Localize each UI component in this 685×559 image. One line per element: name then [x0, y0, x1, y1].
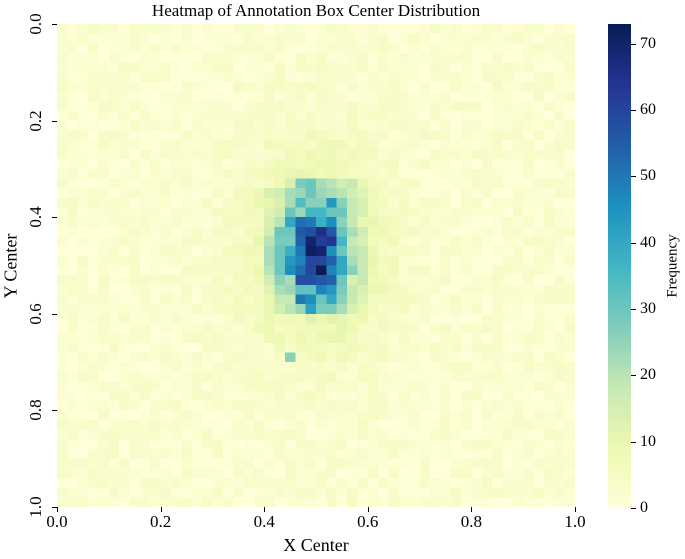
colorbar-tick-label: 0	[640, 499, 648, 516]
y-tick-mark	[52, 217, 57, 219]
colorbar-tick-label: 70	[640, 34, 656, 52]
colorbar-tick-mark	[631, 242, 636, 244]
chart-title: Heatmap of Annotation Box Center Distrib…	[151, 1, 481, 20]
x-tick-label: 0.0	[46, 512, 68, 531]
y-tick-label: 0.4	[26, 206, 45, 228]
x-tick-label: 0.2	[149, 512, 172, 531]
colorbar-tick-mark	[631, 43, 636, 45]
colorbar-tick-mark	[631, 441, 636, 443]
colorbar-label: Frequency	[662, 24, 684, 508]
x-tick-label: 0.8	[460, 512, 483, 531]
x-tick-mark	[367, 507, 369, 512]
colorbar-tick-label: 30	[640, 300, 656, 318]
y-tick-mark	[52, 507, 57, 508]
y-tick-mark	[52, 24, 57, 25]
x-tick-mark	[471, 507, 473, 512]
colorbar-tick-label: 10	[640, 432, 656, 450]
colorbar-tick-mark	[631, 309, 636, 311]
x-axis-label: X Center	[283, 535, 349, 555]
x-tick-label: 0.6	[357, 512, 379, 531]
colorbar-tick-mark	[631, 508, 636, 509]
colorbar-label-text: Frequency	[664, 234, 681, 298]
y-tick-label: 1.0	[26, 496, 45, 518]
heatmap-plot-area	[57, 24, 575, 507]
y-tick-mark	[52, 313, 57, 315]
x-tick-mark	[575, 507, 576, 512]
x-tick-mark	[160, 507, 162, 512]
colorbar-tick-label: 50	[640, 167, 656, 185]
x-tick-label: 1.0	[564, 512, 586, 531]
y-tick-label: 0.8	[26, 399, 45, 422]
colorbar	[608, 24, 631, 508]
y-tick-label: 0.0	[26, 13, 45, 35]
y-tick-mark	[52, 120, 57, 122]
colorbar-tick-mark	[631, 176, 636, 178]
x-tick-mark	[57, 507, 58, 512]
y-tick-mark	[52, 410, 57, 412]
colorbar-tick-mark	[631, 375, 636, 377]
colorbar-tick-label: 60	[640, 101, 656, 119]
y-axis-label: Y Center	[0, 24, 22, 507]
x-tick-label: 0.4	[253, 512, 275, 531]
y-axis-label-text: Y Center	[0, 233, 21, 298]
y-tick-label: 0.2	[26, 109, 45, 132]
colorbar-tick-label: 20	[640, 366, 656, 384]
x-tick-mark	[264, 507, 266, 512]
y-tick-label: 0.6	[26, 303, 45, 325]
colorbar-tick-mark	[631, 110, 636, 112]
colorbar-tick-label: 40	[640, 233, 656, 251]
